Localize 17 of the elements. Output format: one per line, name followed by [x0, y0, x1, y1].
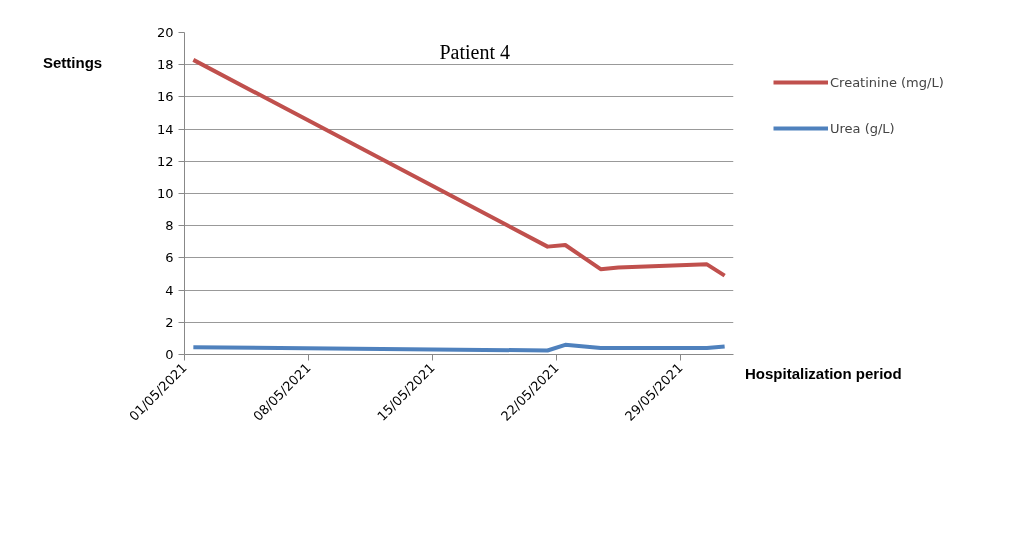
line-series: [191, 57, 727, 278]
y-tick-label: 8: [165, 218, 174, 234]
legend-label: Urea (g/L): [830, 120, 895, 136]
y-tick-label: 6: [165, 250, 174, 266]
y-tick-label: 18: [156, 57, 174, 73]
y-tick-label: 4: [165, 282, 174, 298]
y-tick-label: 14: [156, 121, 174, 137]
y-tick-label: 2: [165, 314, 174, 330]
y-tick-label: 10: [156, 186, 174, 201]
y-tick-label: 16: [156, 89, 174, 105]
y-tick-label: 12: [156, 153, 174, 169]
chart-title: Patient 4: [439, 40, 511, 63]
y-tick-label: 0: [165, 347, 174, 362]
legend-label: Creatinine (mg/L): [830, 74, 944, 90]
y-tick-label: 20: [156, 25, 174, 40]
y-axis-title: Settings: [43, 53, 103, 73]
x-axis-title: Hospitalization period: [745, 364, 902, 384]
